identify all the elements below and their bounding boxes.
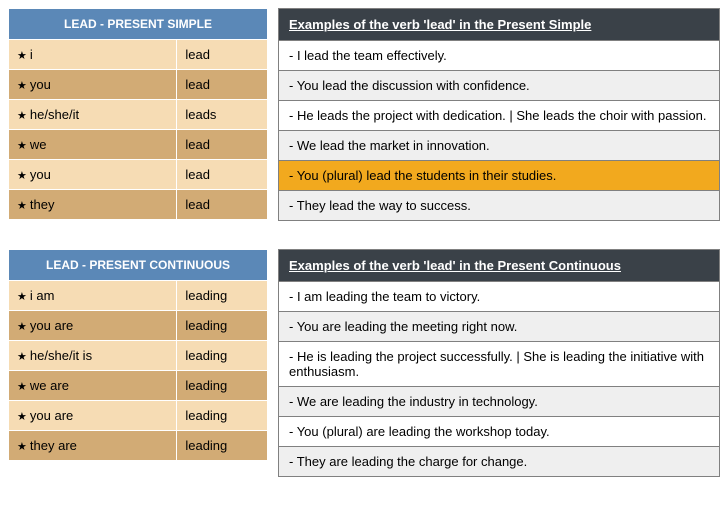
conjugation-row: ★ you areleading (9, 311, 268, 341)
conjugation-row: ★ welead (9, 130, 268, 160)
pronoun-cell: ★ i am (9, 281, 177, 311)
example-row: - You lead the discussion with confidenc… (279, 71, 720, 101)
verb-cell: leading (177, 281, 268, 311)
verb-cell: lead (177, 40, 268, 70)
pronoun-cell: ★ you (9, 70, 177, 100)
example-cell: - You lead the discussion with confidenc… (279, 71, 720, 101)
pronoun-text: they (30, 197, 55, 212)
example-cell: - He leads the project with dedication. … (279, 101, 720, 131)
pronoun-cell: ★ we are (9, 371, 177, 401)
example-row: - We lead the market in innovation. (279, 131, 720, 161)
star-icon: ★ (17, 80, 30, 92)
verb-section: LEAD - PRESENT CONTINUOUS★ i amleading★ … (8, 249, 720, 477)
example-cell: - They lead the way to success. (279, 191, 720, 221)
examples-table: Examples of the verb 'lead' in the Prese… (278, 249, 720, 477)
pronoun-cell: ★ he/she/it is (9, 341, 177, 371)
star-icon: ★ (17, 50, 30, 62)
example-cell: - We are leading the industry in technol… (279, 387, 720, 417)
conjugation-row: ★ ilead (9, 40, 268, 70)
conjugation-row: ★ they areleading (9, 431, 268, 461)
pronoun-cell: ★ they (9, 190, 177, 220)
pronoun-cell: ★ you are (9, 311, 177, 341)
pronoun-text: you are (30, 318, 73, 333)
verb-cell: lead (177, 70, 268, 100)
verb-cell: leading (177, 401, 268, 431)
conjugation-row: ★ he/she/it isleading (9, 341, 268, 371)
pronoun-cell: ★ i (9, 40, 177, 70)
example-row: - I am leading the team to victory. (279, 282, 720, 312)
conjugation-row: ★ he/she/itleads (9, 100, 268, 130)
pronoun-text: he/she/it is (30, 348, 92, 363)
star-icon: ★ (17, 411, 30, 423)
pronoun-text: i am (30, 288, 55, 303)
example-cell: - You (plural) lead the students in thei… (279, 161, 720, 191)
example-cell: - You are leading the meeting right now. (279, 312, 720, 342)
verb-cell: leading (177, 341, 268, 371)
verb-cell: leading (177, 311, 268, 341)
example-cell: - They are leading the charge for change… (279, 447, 720, 477)
pronoun-cell: ★ they are (9, 431, 177, 461)
conjugation-row: ★ theylead (9, 190, 268, 220)
conjugation-row: ★ you areleading (9, 401, 268, 431)
star-icon: ★ (17, 291, 30, 303)
example-row: - You (plural) lead the students in thei… (279, 161, 720, 191)
examples-header: Examples of the verb 'lead' in the Prese… (279, 9, 720, 41)
pronoun-cell: ★ you are (9, 401, 177, 431)
example-row: - They lead the way to success. (279, 191, 720, 221)
star-icon: ★ (17, 140, 30, 152)
example-row: - I lead the team effectively. (279, 41, 720, 71)
pronoun-text: you are (30, 408, 73, 423)
star-icon: ★ (17, 441, 30, 453)
pronoun-cell: ★ he/she/it (9, 100, 177, 130)
example-row: - They are leading the charge for change… (279, 447, 720, 477)
pronoun-text: we (30, 137, 47, 152)
conjugation-table: LEAD - PRESENT SIMPLE★ ilead★ youlead★ h… (8, 8, 268, 220)
conjugation-row: ★ i amleading (9, 281, 268, 311)
example-row: - We are leading the industry in technol… (279, 387, 720, 417)
verb-cell: leading (177, 371, 268, 401)
conjugation-row: ★ youlead (9, 70, 268, 100)
star-icon: ★ (17, 110, 30, 122)
pronoun-text: you (30, 77, 51, 92)
conjugation-header: LEAD - PRESENT CONTINUOUS (9, 250, 268, 281)
verb-section: LEAD - PRESENT SIMPLE★ ilead★ youlead★ h… (8, 8, 720, 221)
verb-cell: lead (177, 130, 268, 160)
verb-cell: leading (177, 431, 268, 461)
pronoun-text: you (30, 167, 51, 182)
example-row: - He is leading the project successfully… (279, 342, 720, 387)
verb-cell: leads (177, 100, 268, 130)
examples-table: Examples of the verb 'lead' in the Prese… (278, 8, 720, 221)
example-row: - You are leading the meeting right now. (279, 312, 720, 342)
star-icon: ★ (17, 170, 30, 182)
example-row: - You (plural) are leading the workshop … (279, 417, 720, 447)
pronoun-text: i (30, 47, 33, 62)
star-icon: ★ (17, 321, 30, 333)
example-row: - He leads the project with dedication. … (279, 101, 720, 131)
conjugation-row: ★ youlead (9, 160, 268, 190)
example-cell: - He is leading the project successfully… (279, 342, 720, 387)
star-icon: ★ (17, 200, 30, 212)
example-cell: - I am leading the team to victory. (279, 282, 720, 312)
star-icon: ★ (17, 351, 30, 363)
pronoun-text: they are (30, 438, 77, 453)
example-cell: - You (plural) are leading the workshop … (279, 417, 720, 447)
pronoun-text: he/she/it (30, 107, 79, 122)
example-cell: - We lead the market in innovation. (279, 131, 720, 161)
verb-cell: lead (177, 160, 268, 190)
verb-cell: lead (177, 190, 268, 220)
pronoun-text: we are (30, 378, 69, 393)
pronoun-cell: ★ you (9, 160, 177, 190)
conjugation-header: LEAD - PRESENT SIMPLE (9, 9, 268, 40)
examples-header: Examples of the verb 'lead' in the Prese… (279, 250, 720, 282)
star-icon: ★ (17, 381, 30, 393)
pronoun-cell: ★ we (9, 130, 177, 160)
conjugation-row: ★ we areleading (9, 371, 268, 401)
conjugation-table: LEAD - PRESENT CONTINUOUS★ i amleading★ … (8, 249, 268, 461)
example-cell: - I lead the team effectively. (279, 41, 720, 71)
